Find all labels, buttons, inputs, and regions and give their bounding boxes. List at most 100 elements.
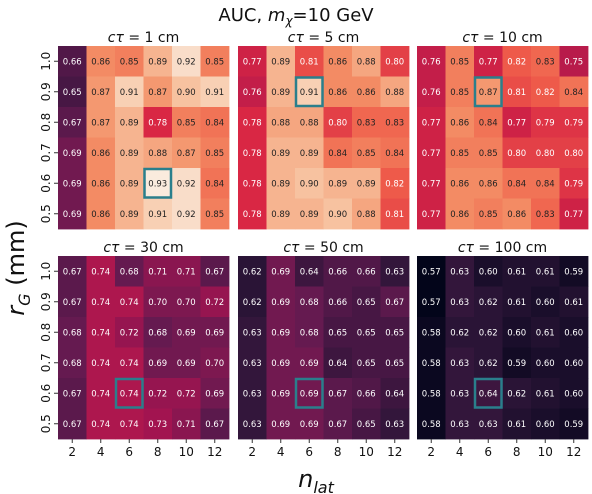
cell-value-label: 0.82 [507,57,526,67]
highlight-box [473,377,503,409]
cell-value-label: 0.68 [148,328,167,338]
heatmap-cell [266,408,296,440]
heatmap-cell [502,137,532,169]
cell-value-label: 0.60 [564,359,583,369]
cell-value-label: 0.64 [385,389,404,399]
heatmap-cell [417,256,446,287]
cell-value-label: 0.83 [536,210,555,220]
highlight-box [143,167,173,199]
heatmap-cell [58,198,87,230]
cell-value-label: 0.83 [536,57,555,67]
cell-value-label: 0.69 [271,267,290,277]
cell-value-label: 0.58 [422,389,441,399]
heatmap-cell [474,347,503,379]
heatmap-cell [380,137,410,169]
cell-value-label: 0.63 [385,420,404,430]
cell-value-label: 0.61 [536,389,555,399]
heatmap-cell [266,198,296,230]
heatmap-cell [502,198,532,230]
cell-value-label: 0.93 [148,179,167,189]
panel-2: cτ = 5 cm 0.77 0.89 0.81 0.86 0.88 0.80 0.76 0.8… [238,30,410,230]
heatmap-cell [502,408,532,440]
cell-value-label: 0.61 [507,420,526,430]
title-m: m [268,5,286,26]
cell-value-label: 0.83 [385,118,404,128]
heatmap-cell [380,286,410,318]
heatmap-cell [380,46,410,77]
heatmap-cell [417,107,446,138]
cell-value-label: 0.62 [243,298,262,308]
heatmap-cell [238,378,267,409]
heatmap-cell [559,408,589,440]
heatmap-cell [115,107,144,138]
heatmap-cell [531,168,560,199]
cell-value-label: 0.83 [357,118,376,128]
heatmap-cell [295,46,324,77]
heatmap-cell [380,256,410,287]
heatmap-cell [172,46,201,77]
cell-value-label: 0.92 [177,57,196,67]
heatmap-cell [200,137,230,169]
cell-value-label: 0.75 [564,57,583,67]
cell-value-label: 0.90 [328,210,347,220]
cell-value-label: 0.66 [357,267,376,277]
cell-value-label: 0.85 [205,210,224,220]
cell-value-label: 0.63 [450,359,469,369]
x-tick-label: 10 [538,445,553,459]
heatmap-cell [445,107,475,138]
cell-value-label: 0.79 [564,118,583,128]
heatmap-cell [115,347,144,379]
cell-value-label: 0.61 [564,298,583,308]
cell-value-label: 0.63 [243,389,262,399]
cell-value-label: 0.77 [564,210,583,220]
cell-value-label: 0.69 [205,389,224,399]
cell-value-label: 0.65 [357,298,376,308]
cell-value-label: 0.62 [507,389,526,399]
heatmap-cell [445,46,475,77]
cell-value-label: 0.77 [422,210,441,220]
cell-value-label: 0.58 [422,359,441,369]
cell-value-label: 0.88 [357,210,376,220]
heatmap-cell [323,137,353,169]
cell-value-label: 0.74 [91,420,110,430]
heatmap-cell [502,76,532,108]
heatmap-cell [238,46,267,77]
cell-value-label: 0.65 [357,328,376,338]
cell-value-label: 0.63 [243,420,262,430]
cell-value-label: 0.71 [177,267,196,277]
cell-value-label: 0.68 [63,328,82,338]
cell-value-label: 0.82 [385,179,404,189]
cell-value-label: 0.68 [120,267,139,277]
cell-value-label: 0.72 [177,389,196,399]
heatmap-cell [474,46,503,77]
x-tick-label: 2 [248,445,256,459]
heatmap-cell [266,347,296,379]
cell-value-label: 0.69 [271,328,290,338]
heatmap-cell [352,107,381,138]
heatmap-cell [295,198,324,230]
heatmap-cell [352,256,381,287]
heatmap-cell [417,46,446,77]
cell-value-label: 0.69 [271,389,290,399]
cell-value-label: 0.62 [243,267,262,277]
cell-value-label: 0.69 [177,328,196,338]
x-tick-label: 8 [334,445,342,459]
y-tick-label: 0.5 [39,204,53,223]
cell-value-label: 0.65 [357,420,376,430]
heatmap-cell [531,198,560,230]
heatmap-cell [266,256,296,287]
heatmap-cell [238,347,267,379]
heatmap-cell [86,198,116,230]
cell-value-label: 0.89 [148,57,167,67]
heatmap-cell [352,408,381,440]
heatmap-cell [238,107,267,138]
cell-value-label: 0.68 [300,298,319,308]
cell-value-label: 0.67 [63,389,82,399]
panel-title: cτ = 30 cm [103,240,183,256]
cell-value-label: 0.74 [91,298,110,308]
cell-value-label: 0.85 [450,149,469,159]
heatmap-cell [445,317,475,348]
heatmap-cell [58,107,87,138]
title-chi: χ [284,14,293,28]
heatmap-cell [115,76,144,108]
